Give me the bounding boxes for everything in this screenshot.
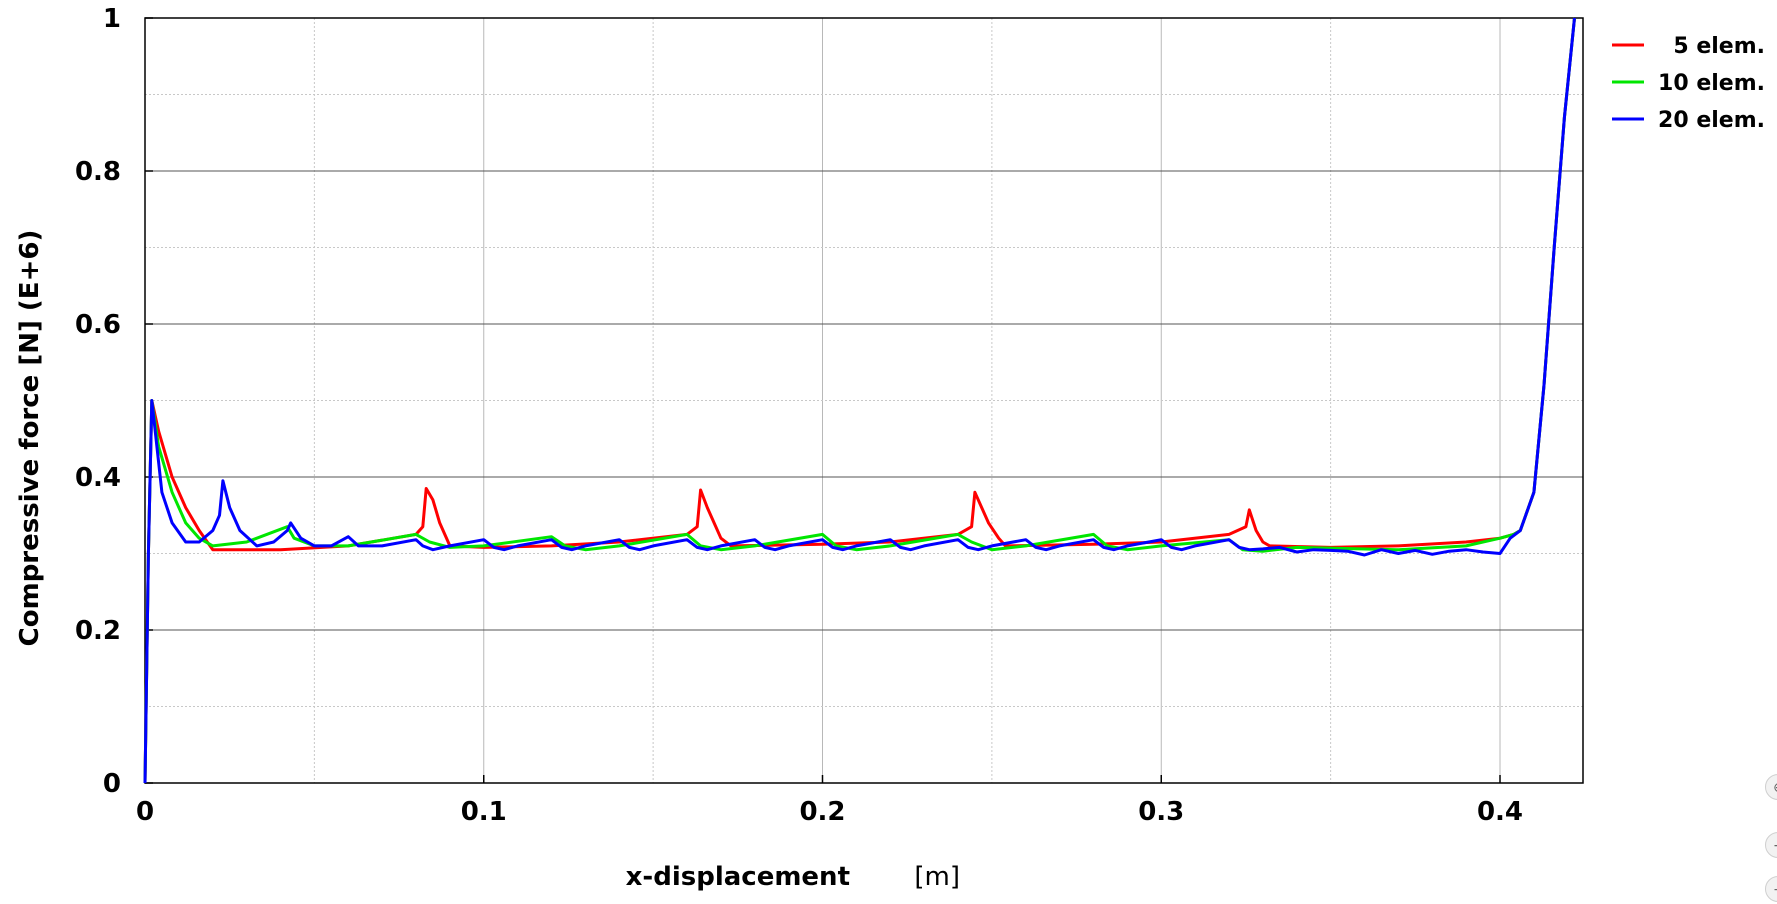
x-tick-label: 0	[136, 797, 154, 827]
y-tick-label: 0	[103, 769, 121, 799]
x-axis-label: x-displacement	[626, 862, 850, 892]
grid	[145, 18, 1583, 783]
x-tick-label: 0.2	[799, 797, 845, 827]
x-tick-label: 0.3	[1138, 797, 1184, 827]
y-tick-label: 0.8	[75, 157, 121, 187]
y-axis-label: Compressive force [N] (E+6)	[15, 230, 45, 647]
legend-label: 10 elem.	[1658, 71, 1765, 96]
y-axis: 0 0.2 0.4 0.6 0.8 1	[75, 4, 153, 799]
y-tick-label: 0.2	[75, 616, 121, 646]
y-tick-label: 1	[103, 4, 121, 34]
x-tick-label: 0.1	[461, 797, 507, 827]
series-line-1	[143, 17, 1576, 784]
x-tick-label: 0.4	[1477, 797, 1523, 827]
legend-label: 20 elem.	[1658, 108, 1765, 133]
y-tick-label: 0.4	[75, 463, 121, 493]
x-axis-unit: [m]	[914, 862, 960, 892]
plot-area	[144, 17, 1584, 784]
x-axis: 0 0.1 0.2 0.3 0.4	[136, 775, 1523, 827]
series-layer	[143, 17, 1576, 784]
series-line-3	[143, 17, 1576, 784]
series-line-2	[143, 17, 1576, 784]
y-tick-label: 0.6	[75, 310, 121, 340]
legend: 5 elem. 10 elem. 20 elem.	[1612, 34, 1765, 133]
legend-label: 5 elem.	[1673, 34, 1765, 59]
